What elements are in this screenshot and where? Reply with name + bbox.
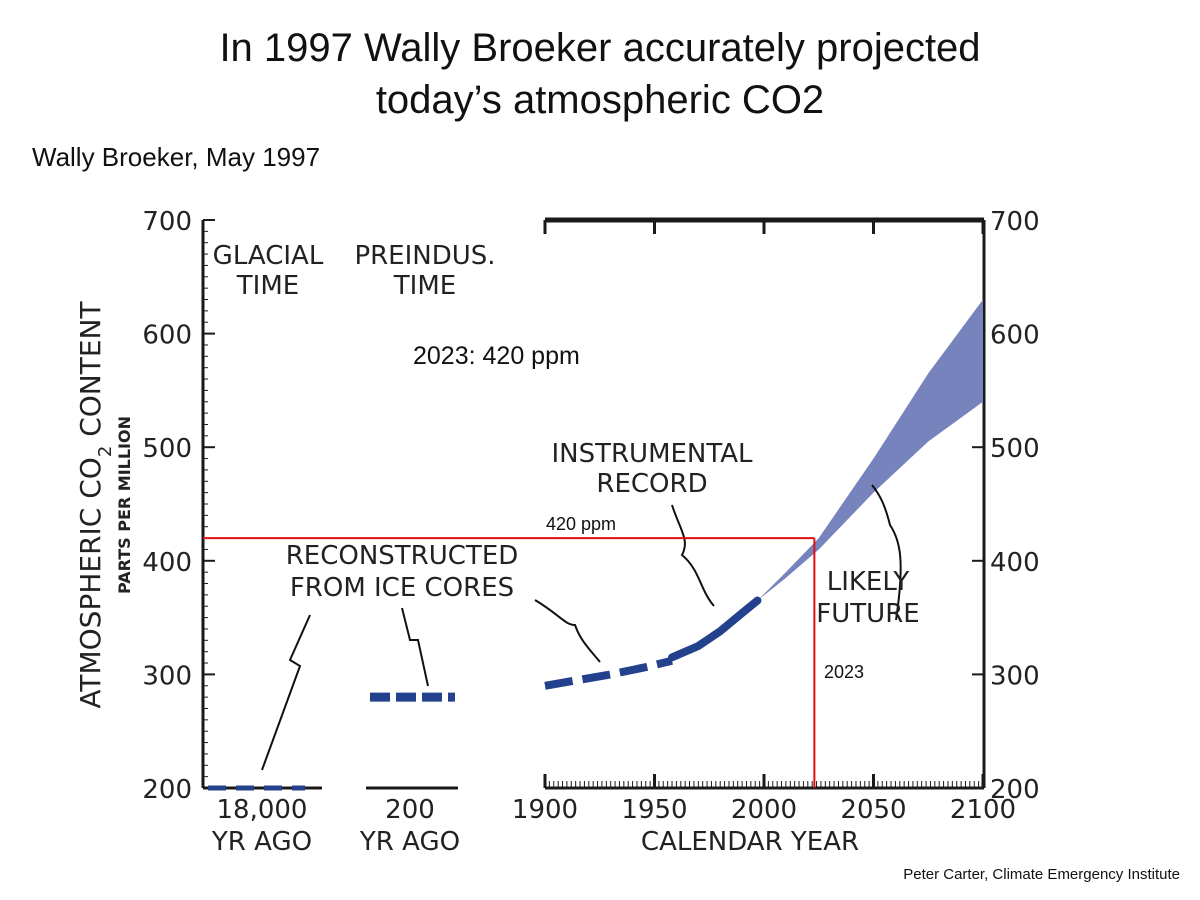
annotation-reconstructed: FROM ICE CORES bbox=[290, 573, 514, 603]
annotation-instrumental: INSTRUMENTAL bbox=[551, 439, 753, 469]
x-tick-label: 2050 bbox=[840, 795, 906, 825]
title-line-1: In 1997 Wally Broeker accurately project… bbox=[219, 26, 981, 70]
panel-tick-label: 18,000 bbox=[217, 795, 308, 825]
y-tick-label-left: 400 bbox=[142, 548, 192, 578]
y-tick-label-right: 300 bbox=[990, 661, 1040, 691]
panel-tick-label: 200 bbox=[385, 795, 435, 825]
annotation-instrumental: RECORD bbox=[596, 469, 707, 499]
x-tick-label: 2000 bbox=[731, 795, 797, 825]
title-line-2: today’s atmospheric CO2 bbox=[375, 78, 825, 122]
annotation-arrow bbox=[261, 614, 311, 771]
likely-future-band bbox=[757, 299, 983, 601]
ice-core-series bbox=[544, 656, 673, 690]
x-tick-label: 1900 bbox=[512, 795, 578, 825]
credit-text: Peter Carter, Climate Emergency Institut… bbox=[903, 866, 1180, 883]
panel-heading: TIME bbox=[393, 271, 456, 301]
y-tick-label-right: 400 bbox=[990, 548, 1040, 578]
y-tick-label-left: 300 bbox=[142, 661, 192, 691]
annotation-likely-future: FUTURE bbox=[816, 599, 919, 629]
annotation-arrow bbox=[871, 484, 902, 621]
y-axis-units: PARTS PER MILLION bbox=[115, 416, 134, 594]
slide-title: In 1997 Wally Broeker accurately project… bbox=[0, 22, 1200, 126]
x-tick-label: 2100 bbox=[950, 795, 1016, 825]
marker-ppm-label: 420 ppm bbox=[546, 514, 616, 534]
y-tick-label-left: 500 bbox=[142, 434, 192, 464]
annotation-arrow bbox=[534, 599, 601, 663]
y-axis-label: ATMOSPHERIC CO2 CONTENT bbox=[74, 301, 116, 709]
y-tick-label-left: 200 bbox=[142, 775, 192, 805]
y-tick-label-left: 700 bbox=[142, 207, 192, 237]
annotation-likely-future: LIKELY bbox=[827, 567, 910, 597]
panel-heading: PREINDUS. bbox=[354, 241, 495, 271]
annotation-arrow bbox=[401, 607, 429, 687]
x-tick-label: 1950 bbox=[621, 795, 687, 825]
panel-tick-label: YR AGO bbox=[211, 827, 312, 857]
callout-2023: 2023: 420 ppm bbox=[413, 342, 580, 370]
marker-year-label: 2023 bbox=[824, 662, 864, 682]
y-tick-label-right: 500 bbox=[990, 434, 1040, 464]
y-tick-label-left: 600 bbox=[142, 321, 192, 351]
annotation-reconstructed: RECONSTRUCTED bbox=[286, 541, 519, 571]
slide-subtitle: Wally Broeker, May 1997 bbox=[32, 142, 321, 172]
panel-heading: TIME bbox=[236, 271, 299, 301]
x-axis-label: CALENDAR YEAR bbox=[641, 827, 859, 857]
instrumental-series bbox=[668, 596, 762, 662]
y-tick-label-right: 600 bbox=[990, 321, 1040, 351]
panel-heading: GLACIAL bbox=[213, 241, 324, 271]
y-tick-label-right: 700 bbox=[990, 207, 1040, 237]
panel-tick-label: YR AGO bbox=[359, 827, 460, 857]
y-tick-label-right: 200 bbox=[990, 775, 1040, 805]
annotation-arrow bbox=[671, 504, 715, 607]
